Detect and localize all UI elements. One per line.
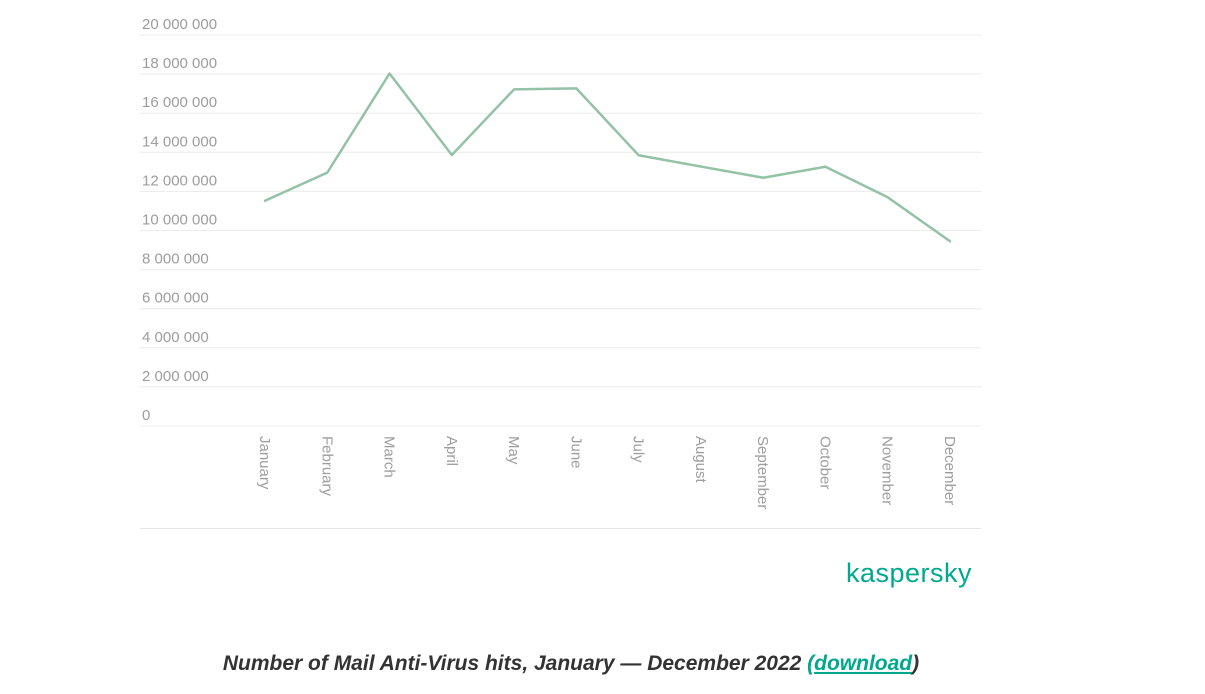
x-tick-label: March (381, 436, 398, 478)
y-tick-label: 6 000 000 (142, 290, 209, 307)
caption-close-paren: ) (912, 652, 920, 675)
y-tick-label: 10 000 000 (142, 212, 217, 229)
x-tick-label: January (256, 436, 273, 490)
chart-caption: Number of Mail Anti-Virus hits, January … (130, 652, 1012, 676)
x-tick-label: November (879, 436, 896, 505)
x-tick-label: August (692, 436, 709, 484)
x-tick-label: June (567, 436, 584, 469)
kaspersky-logo: kaspersky (846, 558, 973, 588)
y-tick-label: 2 000 000 (142, 368, 209, 385)
x-tick-label: September (754, 436, 771, 509)
x-tick-label: May (505, 436, 522, 465)
x-tick-label: February (318, 436, 335, 497)
caption-open-paren: ( (807, 652, 815, 675)
y-tick-label: 18 000 000 (142, 55, 217, 72)
x-tick-label: October (816, 436, 833, 489)
download-link[interactable]: download (814, 652, 913, 675)
x-tick-label: July (630, 436, 647, 463)
x-tick-label: April (443, 436, 460, 466)
y-tick-label: 16 000 000 (142, 94, 217, 111)
y-tick-label: 12 000 000 (142, 172, 217, 189)
y-tick-label: 0 (142, 407, 150, 424)
chart-area: 0 2 000 000 4 000 000 6 000 000 8 000 000 10 … (139, 16, 982, 529)
line-chart: 0 2 000 000 4 000 000 6 000 000 8 000 000 10 … (139, 16, 982, 529)
data-series-line (263, 72, 952, 243)
caption-text: Number of Mail Anti-Virus hits, January … (222, 652, 808, 675)
x-tick-label: December (941, 436, 958, 505)
y-tick-label: 8 000 000 (142, 251, 209, 268)
y-tick-label: 4 000 000 (142, 329, 209, 346)
y-tick-label: 14 000 000 (142, 133, 217, 150)
y-tick-label: 20 000 000 (142, 16, 217, 33)
